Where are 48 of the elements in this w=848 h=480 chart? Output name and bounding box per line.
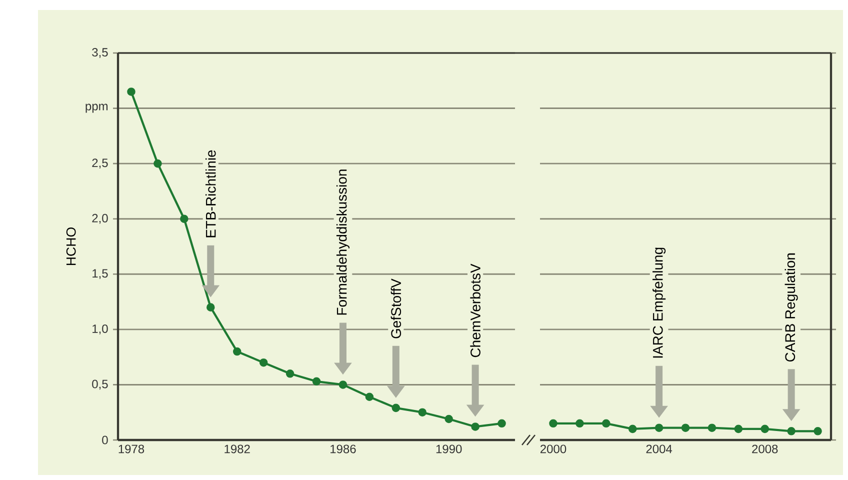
y-tick-label: 0,5: [92, 380, 108, 390]
annotation: IARC Empfehlung: [652, 248, 666, 358]
point: [602, 419, 610, 428]
point: [787, 427, 796, 436]
x-tick-label: 1986: [330, 444, 356, 454]
point: [760, 424, 770, 434]
annotation: Formaldehyddiskussion: [336, 170, 350, 315]
point: [418, 408, 427, 416]
x-tick-label: 2008: [752, 444, 778, 454]
point: [471, 422, 480, 431]
point: [628, 424, 637, 434]
point: [708, 424, 716, 432]
annotation: ChemVerbotsV: [470, 264, 480, 358]
y-axis-title: HCHO: [66, 228, 76, 266]
y-tick-label: ppm: [86, 104, 108, 113]
point: [654, 424, 664, 432]
point: [814, 427, 822, 436]
x-tick-label: 2004: [646, 444, 672, 454]
y-tick-label: 3,5: [92, 48, 108, 58]
y-tick-label: 1,0: [92, 324, 108, 334]
point: [392, 404, 400, 412]
annotation: ETB-Richtlinie: [206, 150, 216, 238]
point: [286, 370, 294, 378]
point: [734, 424, 743, 434]
y-tick-label: 0: [102, 436, 108, 444]
point: [259, 358, 268, 367]
x-tick-label: 1978: [118, 444, 144, 454]
point: [576, 419, 584, 428]
x-tick-label: 1982: [224, 444, 250, 454]
point: [681, 424, 690, 432]
x-tick-label: 1990: [436, 444, 462, 454]
annotation: CARB Regulation: [784, 253, 798, 362]
point: [127, 88, 136, 96]
point: [154, 159, 162, 168]
point: [232, 347, 242, 356]
y-tick-label: 2,5: [92, 158, 108, 169]
y-tick-label: 2,0: [92, 214, 108, 224]
point: [365, 392, 374, 402]
annotation: GefStoffV: [390, 278, 402, 338]
y-tick-label: 1,5: [92, 269, 108, 280]
point: [338, 380, 348, 389]
point: [498, 419, 506, 428]
point: [180, 214, 188, 223]
x-tick-label: 2000: [540, 444, 566, 454]
point: [549, 419, 558, 428]
point: [206, 303, 215, 312]
point: [444, 414, 453, 424]
point: [312, 377, 321, 386]
